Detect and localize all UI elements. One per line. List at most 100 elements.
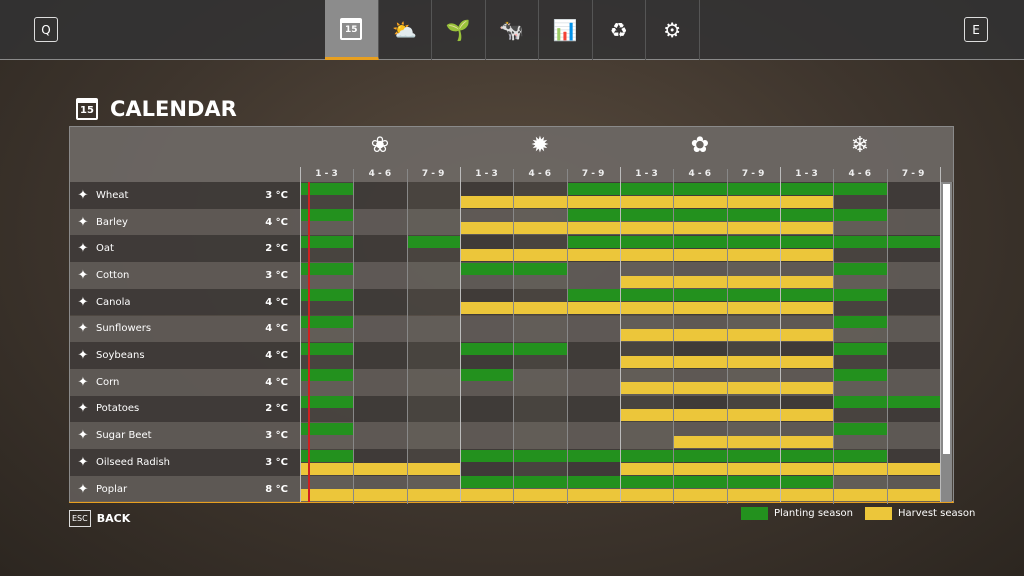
harvest-bar — [619, 222, 674, 235]
planting-bar — [459, 342, 514, 355]
planting-bar — [833, 369, 888, 382]
prev-page-key[interactable]: Q — [34, 17, 58, 42]
crop-row[interactable]: ✦ Canola 4 °C — [70, 288, 300, 316]
planting-bar — [779, 449, 834, 462]
crop-row[interactable]: ✦ Potatoes 2 °C — [70, 395, 300, 423]
tab-cow[interactable]: 🐄 — [486, 0, 539, 60]
crop-row[interactable]: ✦ Barley 4 °C — [70, 208, 300, 236]
harvest-bar — [726, 409, 781, 422]
sunflower-icon: ✦ — [77, 321, 89, 337]
calendar-cell — [886, 182, 940, 209]
crop-row[interactable]: ✦ Soybeans 4 °C — [70, 342, 300, 369]
calendar-cell — [513, 315, 567, 343]
page-header: 15 CALENDAR — [76, 97, 237, 121]
calendar-cell — [406, 422, 460, 449]
harvest-bar — [726, 302, 781, 315]
harvest-bar — [619, 489, 674, 502]
crop-row[interactable]: ✦ Poplar 8 °C — [70, 475, 300, 503]
crop-temperature: 3 °C — [265, 456, 288, 468]
harvest-bar — [459, 195, 514, 208]
period-label: 4 - 6 — [528, 169, 552, 179]
harvest-bar — [459, 222, 514, 235]
calendar-cell — [566, 422, 620, 449]
planting-bar — [300, 182, 354, 195]
harvest-bar — [459, 248, 514, 261]
planting-bar — [779, 289, 834, 302]
planting-bar — [619, 209, 674, 222]
tab-statistics[interactable]: 📊 — [539, 0, 593, 60]
harvest-bar — [886, 489, 941, 502]
harvest-bar — [673, 195, 728, 208]
harvest-bar — [833, 462, 888, 475]
planting-bar — [566, 235, 621, 248]
harvest-bar — [779, 329, 834, 341]
winter-snowflake-icon: ❄ — [850, 133, 870, 158]
harvest-bar — [300, 462, 354, 475]
crop-row[interactable]: ✦ Sugar Beet 3 °C — [70, 422, 300, 449]
planting-bar — [779, 235, 834, 248]
calendar-cell — [353, 422, 407, 449]
harvest-bar — [779, 462, 834, 475]
tab-sprout[interactable]: 🌱 — [432, 0, 486, 60]
planting-bar — [833, 182, 888, 195]
crop-temperature: 2 °C — [265, 403, 288, 415]
crop-name: Sugar Beet — [96, 430, 152, 442]
next-page-key[interactable]: E — [964, 17, 988, 42]
calendar-cell — [459, 315, 514, 343]
crop-row[interactable]: ✦ Corn 4 °C — [70, 368, 300, 396]
crop-row[interactable]: ✦ Oat 2 °C — [70, 235, 300, 263]
calendar-cell — [406, 182, 460, 209]
column-divider — [886, 169, 888, 505]
calendar-cell — [353, 395, 407, 423]
harvest-bar — [726, 355, 781, 368]
harvest-bar — [726, 329, 781, 341]
harvest-bar — [833, 489, 888, 502]
calendar-cell — [353, 288, 407, 316]
harvest-bar — [406, 489, 461, 502]
tab-calendar[interactable]: 15 — [325, 0, 379, 60]
harvest-bar — [513, 248, 568, 261]
harvest-bar — [619, 275, 674, 288]
calendar-cell — [406, 342, 460, 369]
calendar-icon: 15 — [340, 17, 363, 40]
period-label: 1 - 3 — [315, 169, 338, 179]
scrollbar-thumb[interactable] — [943, 184, 950, 454]
calendar-cell — [459, 395, 514, 423]
planting-bar — [833, 235, 888, 248]
cotton-icon: ✦ — [77, 267, 89, 283]
back-button[interactable]: ESC BACK — [69, 510, 130, 527]
crop-name: Potatoes — [96, 403, 140, 415]
scrollbar[interactable] — [941, 182, 952, 502]
planting-bar — [566, 182, 621, 195]
tab-settings[interactable]: ⚙ — [646, 0, 700, 60]
harvest-bar — [353, 462, 408, 475]
oilseed-radish-icon: ✦ — [77, 454, 89, 470]
harvest-bar — [779, 222, 834, 235]
sugar-beet-icon: ✦ — [77, 428, 89, 444]
tab-cycle[interactable]: ♻ — [593, 0, 646, 60]
corn-icon: ✦ — [77, 374, 89, 390]
legend: Planting season Harvest season — [741, 507, 975, 520]
crop-row[interactable]: ✦ Cotton 3 °C — [70, 262, 300, 289]
harvest-bar — [726, 435, 781, 448]
planting-bar — [726, 476, 781, 489]
planting-bar — [726, 209, 781, 222]
sprout-icon: 🌱 — [445, 18, 471, 42]
harvest-bar — [513, 222, 568, 235]
harvest-bar — [726, 462, 781, 475]
crop-row[interactable]: ✦ Oilseed Radish 3 °C — [70, 449, 300, 476]
calendar-cell — [513, 422, 567, 449]
planting-bar — [779, 209, 834, 222]
calendar-cell — [406, 262, 460, 289]
crop-row[interactable]: ✦ Sunflowers 4 °C — [70, 315, 300, 343]
harvest-bar — [779, 409, 834, 422]
autumn-leaf-icon: ✿ — [690, 133, 710, 158]
legend-harvest-label: Harvest season — [898, 508, 976, 519]
harvest-bar — [673, 355, 728, 368]
tab-weather[interactable]: ⛅ — [379, 0, 432, 60]
crop-row[interactable]: ✦ Wheat 3 °C — [70, 182, 300, 209]
legend-planting-swatch — [741, 507, 768, 520]
calendar-cell — [353, 208, 407, 236]
summer-sun-icon: ✹ — [530, 133, 550, 158]
planting-bar — [833, 396, 888, 409]
